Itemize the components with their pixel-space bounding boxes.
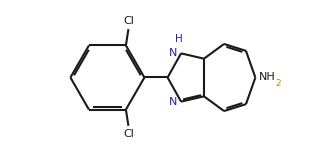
Text: 2: 2 — [275, 79, 281, 88]
Text: Cl: Cl — [123, 129, 134, 139]
Text: N: N — [169, 48, 177, 58]
Text: N: N — [169, 97, 177, 107]
Text: Cl: Cl — [123, 16, 134, 26]
Text: NH: NH — [259, 73, 275, 82]
Text: H: H — [175, 34, 183, 44]
